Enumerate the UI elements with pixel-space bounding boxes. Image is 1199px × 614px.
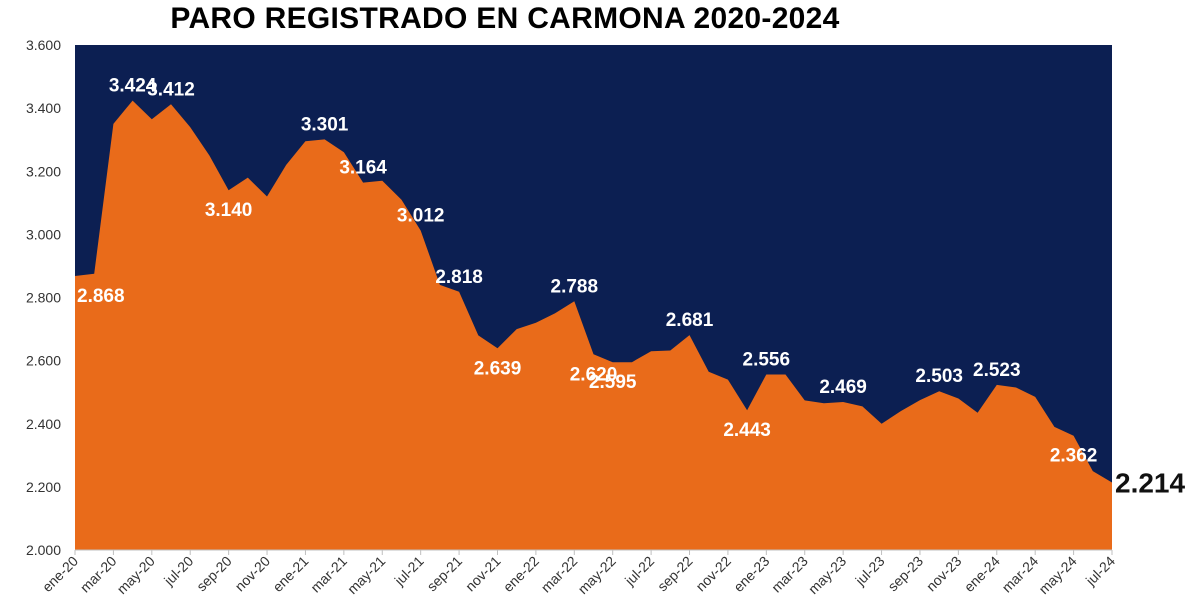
data-label: 3.301	[301, 114, 349, 135]
x-tick-label: ene-22	[500, 553, 542, 595]
x-tick-label: sep-23	[884, 553, 926, 595]
x-tick-label: nov-21	[462, 553, 504, 595]
x-tick-label: jul-23	[851, 553, 887, 589]
chart-title: PARO REGISTRADO EN CARMONA 2020-2024	[170, 2, 840, 35]
x-tick-label: mar-22	[538, 553, 581, 596]
data-label: 3.012	[397, 206, 445, 227]
area-series	[75, 100, 1112, 550]
data-label: 3.412	[147, 79, 195, 100]
data-label: 2.595	[589, 372, 637, 393]
x-tick-label: may-22	[574, 553, 618, 597]
x-tick-label: ene-23	[730, 553, 772, 595]
x-tick-label: may-24	[1035, 553, 1079, 597]
x-tick-label: nov-22	[692, 553, 734, 595]
data-label: 2.681	[666, 310, 714, 331]
x-tick-label: may-21	[344, 553, 388, 597]
y-tick-label: 2.000	[26, 542, 61, 558]
x-tick-label: jul-21	[391, 553, 427, 589]
y-tick-label: 2.600	[26, 353, 61, 369]
data-label: 2.788	[551, 276, 599, 297]
x-tick-label: mar-20	[77, 553, 120, 596]
y-tick-label: 3.400	[26, 100, 61, 116]
x-tick-label: nov-23	[923, 553, 965, 595]
x-tick-label: ene-21	[269, 553, 311, 595]
data-label: 2.214	[1115, 468, 1185, 499]
x-tick-label: jul-22	[621, 553, 657, 589]
y-axis: 2.000 2.200 2.400 2.600 2.800 3.000 3.200 3.400…	[26, 37, 61, 558]
data-label: 2.362	[1050, 446, 1098, 467]
y-tick-label: 3.000	[26, 226, 61, 242]
data-label: 2.868	[77, 286, 125, 307]
x-tick-label: jul-20	[160, 553, 196, 589]
y-tick-label: 2.400	[26, 416, 61, 432]
x-tick-label: sep-22	[654, 553, 696, 595]
data-label: 3.424	[109, 76, 157, 97]
data-label: 2.639	[474, 358, 522, 379]
y-tick-label: 3.600	[26, 37, 61, 53]
x-tick-label: jul-24	[1082, 553, 1118, 589]
data-label: 2.523	[973, 360, 1021, 381]
data-label: 2.469	[819, 377, 867, 398]
y-tick-label: 3.200	[26, 163, 61, 179]
x-tick-label: ene-20	[39, 553, 81, 595]
data-label: 2.818	[435, 267, 483, 288]
data-label: 2.620	[570, 364, 618, 385]
data-label: 3.140	[205, 200, 253, 221]
x-tick-label: mar-23	[768, 553, 811, 596]
y-tick-label: 2.200	[26, 479, 61, 495]
x-tick-label: may-23	[805, 553, 849, 597]
x-tick-label: mar-21	[307, 553, 350, 596]
data-label: 3.164	[339, 158, 387, 179]
x-tick-label: sep-20	[193, 553, 235, 595]
x-tick-label: mar-24	[999, 553, 1042, 596]
data-label: 2.443	[723, 420, 771, 441]
x-tick-label: nov-20	[232, 553, 274, 595]
x-tick-label: ene-24	[961, 553, 1003, 595]
x-tick-label: sep-21	[424, 553, 466, 595]
data-label: 2.556	[743, 350, 791, 371]
x-tick-label: may-20	[114, 553, 158, 597]
y-tick-label: 2.800	[26, 290, 61, 306]
data-label: 2.503	[915, 366, 963, 387]
